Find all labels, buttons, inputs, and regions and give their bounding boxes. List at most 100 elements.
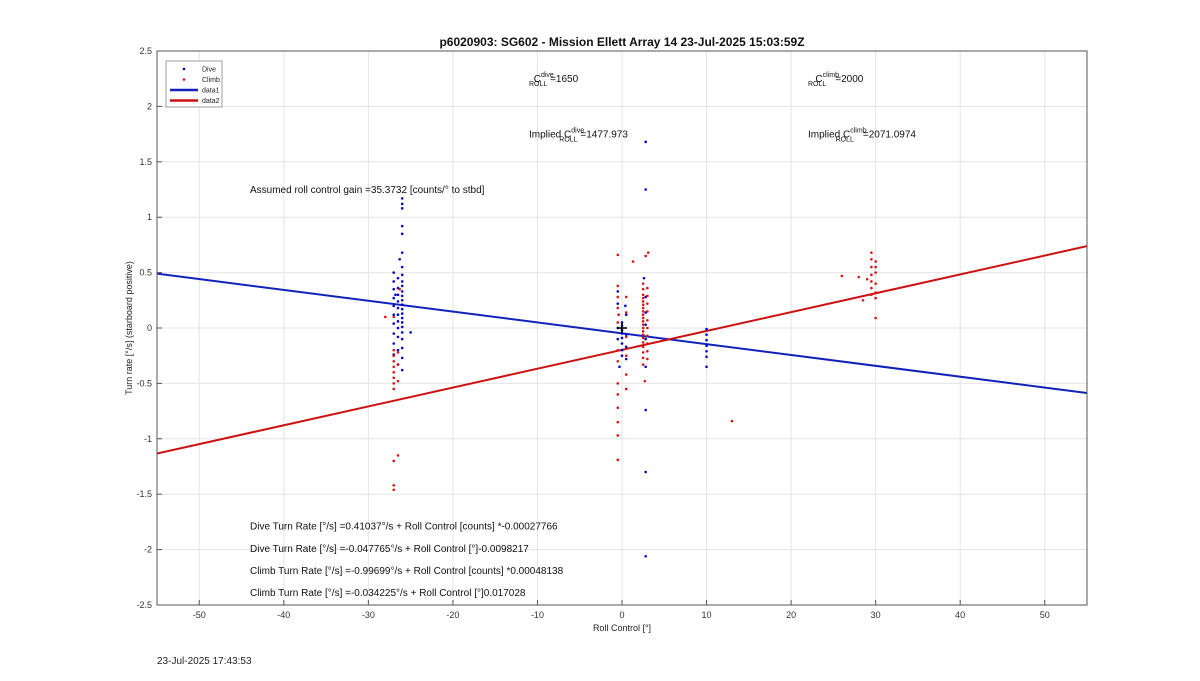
climb-point [641,330,645,333]
dive-point [616,302,620,305]
climb-point [646,357,649,361]
axis-ticks: -50 -40 -30 -20 -10 0 10 20 30 40 50-2.5-2-1.5-1-0… [136,46,1049,620]
x-tick-label: 20 [786,610,796,620]
dive-point [624,357,628,361]
climb-point [641,287,645,291]
dive-point [400,346,404,350]
climb-point [616,406,620,410]
climb-point [396,454,400,457]
climb-point [641,363,645,366]
climb-point [870,258,873,261]
climb-point [624,373,628,376]
climb-point [646,302,649,305]
climb-point [641,293,645,297]
climb-point [870,286,873,290]
climb-point [624,354,628,358]
legend-label-dive: Dive [202,67,216,74]
climb-point [874,265,877,269]
climb-point [392,382,396,385]
climb-point [641,341,645,344]
climb-point [641,351,645,354]
dive-point [400,232,404,236]
climb-point [641,300,645,303]
dive-point [400,303,404,307]
dive-point [400,280,404,283]
climb-point [874,271,877,274]
dive-point [705,344,708,348]
annotation-c-roll-climb: Cclimb ROLL =2000 [808,72,864,88]
dive-point [644,140,647,144]
climb-point [616,382,620,385]
dive-point [400,224,404,228]
dive-point [705,349,708,353]
climb-point [646,294,649,298]
legend-label-data2: data2 [202,98,220,105]
dive-point [396,335,400,339]
dive-point [398,258,401,261]
climb-point [646,318,649,322]
dive-point [400,202,404,206]
dive-point [392,313,396,317]
climb-point [616,458,620,462]
dive-point [400,284,404,288]
y-tick-label: 0 [147,323,152,333]
climb-point [641,333,645,336]
climb-point [624,311,628,314]
dive-point [400,290,404,293]
dive-point [396,320,400,323]
y-tick-label: 1.5 [139,157,152,167]
dive-point [392,342,396,345]
x-tick-label: 50 [1040,610,1050,620]
climb-point [383,315,387,319]
climb-point [624,387,628,391]
climb-point [616,295,620,299]
dive-point [392,332,396,335]
climb-point [646,326,649,330]
climb-point [616,284,620,288]
climb-point [874,282,877,285]
climb-point [396,363,400,366]
dive-point [392,271,396,274]
climb-point [616,393,620,396]
dive-point [616,290,620,293]
dive-point [620,354,624,358]
dive-point [705,327,708,331]
climb-point [398,287,401,291]
climb-point [870,251,873,254]
climb-point [646,310,649,313]
origin-marker [617,323,627,333]
dive-point [400,299,404,302]
climb-point [643,379,647,383]
climb-point [616,306,620,310]
climb-point [874,291,877,294]
climb-point [870,273,873,277]
climb-point [641,313,645,317]
dive-point [396,293,400,297]
annotation-c-roll-dive: Cdive ROLL =1650 [529,72,579,88]
dive-point [409,331,412,334]
y-tick-label: 1 [147,212,152,222]
dive-point [624,333,628,336]
climb-point [616,434,620,437]
climb-point [624,335,628,339]
climb-point [616,420,620,424]
dive-point [396,300,400,303]
climb-point [641,306,645,310]
dive-point [396,326,400,330]
dive-point [400,207,404,210]
climb-point [392,315,396,319]
x-tick-label: -10 [531,610,544,620]
climb-point [874,296,877,300]
climb-point [874,316,877,320]
annotation-eq1: Dive Turn Rate [°/s] =0.41037°/s + Roll … [250,522,558,533]
y-tick-label: -1.5 [136,489,152,499]
dive-point [620,336,624,340]
dive-point [644,554,647,558]
dive-point [616,337,620,341]
climb-point [641,282,645,285]
climb-point [641,320,645,323]
dive-point [400,251,404,254]
climb-point [641,345,645,349]
dive-point [396,276,400,280]
